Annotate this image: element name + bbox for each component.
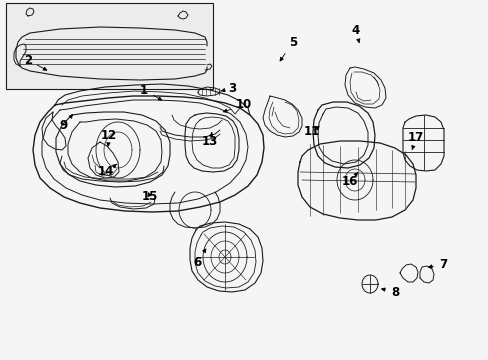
Text: 16: 16 [341,172,357,189]
Text: 8: 8 [381,285,398,298]
Bar [6,3,213,89]
Text: 6: 6 [192,249,205,269]
Text: 10: 10 [223,99,252,112]
Text: 3: 3 [221,81,236,94]
Text: 4: 4 [351,23,359,42]
Text: 15: 15 [142,190,158,203]
Text: 13: 13 [202,132,218,148]
Text: 1: 1 [140,84,162,100]
Text: 11: 11 [303,126,320,139]
Text: 7: 7 [428,257,446,270]
Text: 17: 17 [407,131,423,150]
Text: 12: 12 [101,130,117,146]
Text: 9: 9 [59,115,72,132]
Text: 14: 14 [98,164,117,179]
Text: 5: 5 [280,36,297,61]
Text: 2: 2 [24,54,47,70]
